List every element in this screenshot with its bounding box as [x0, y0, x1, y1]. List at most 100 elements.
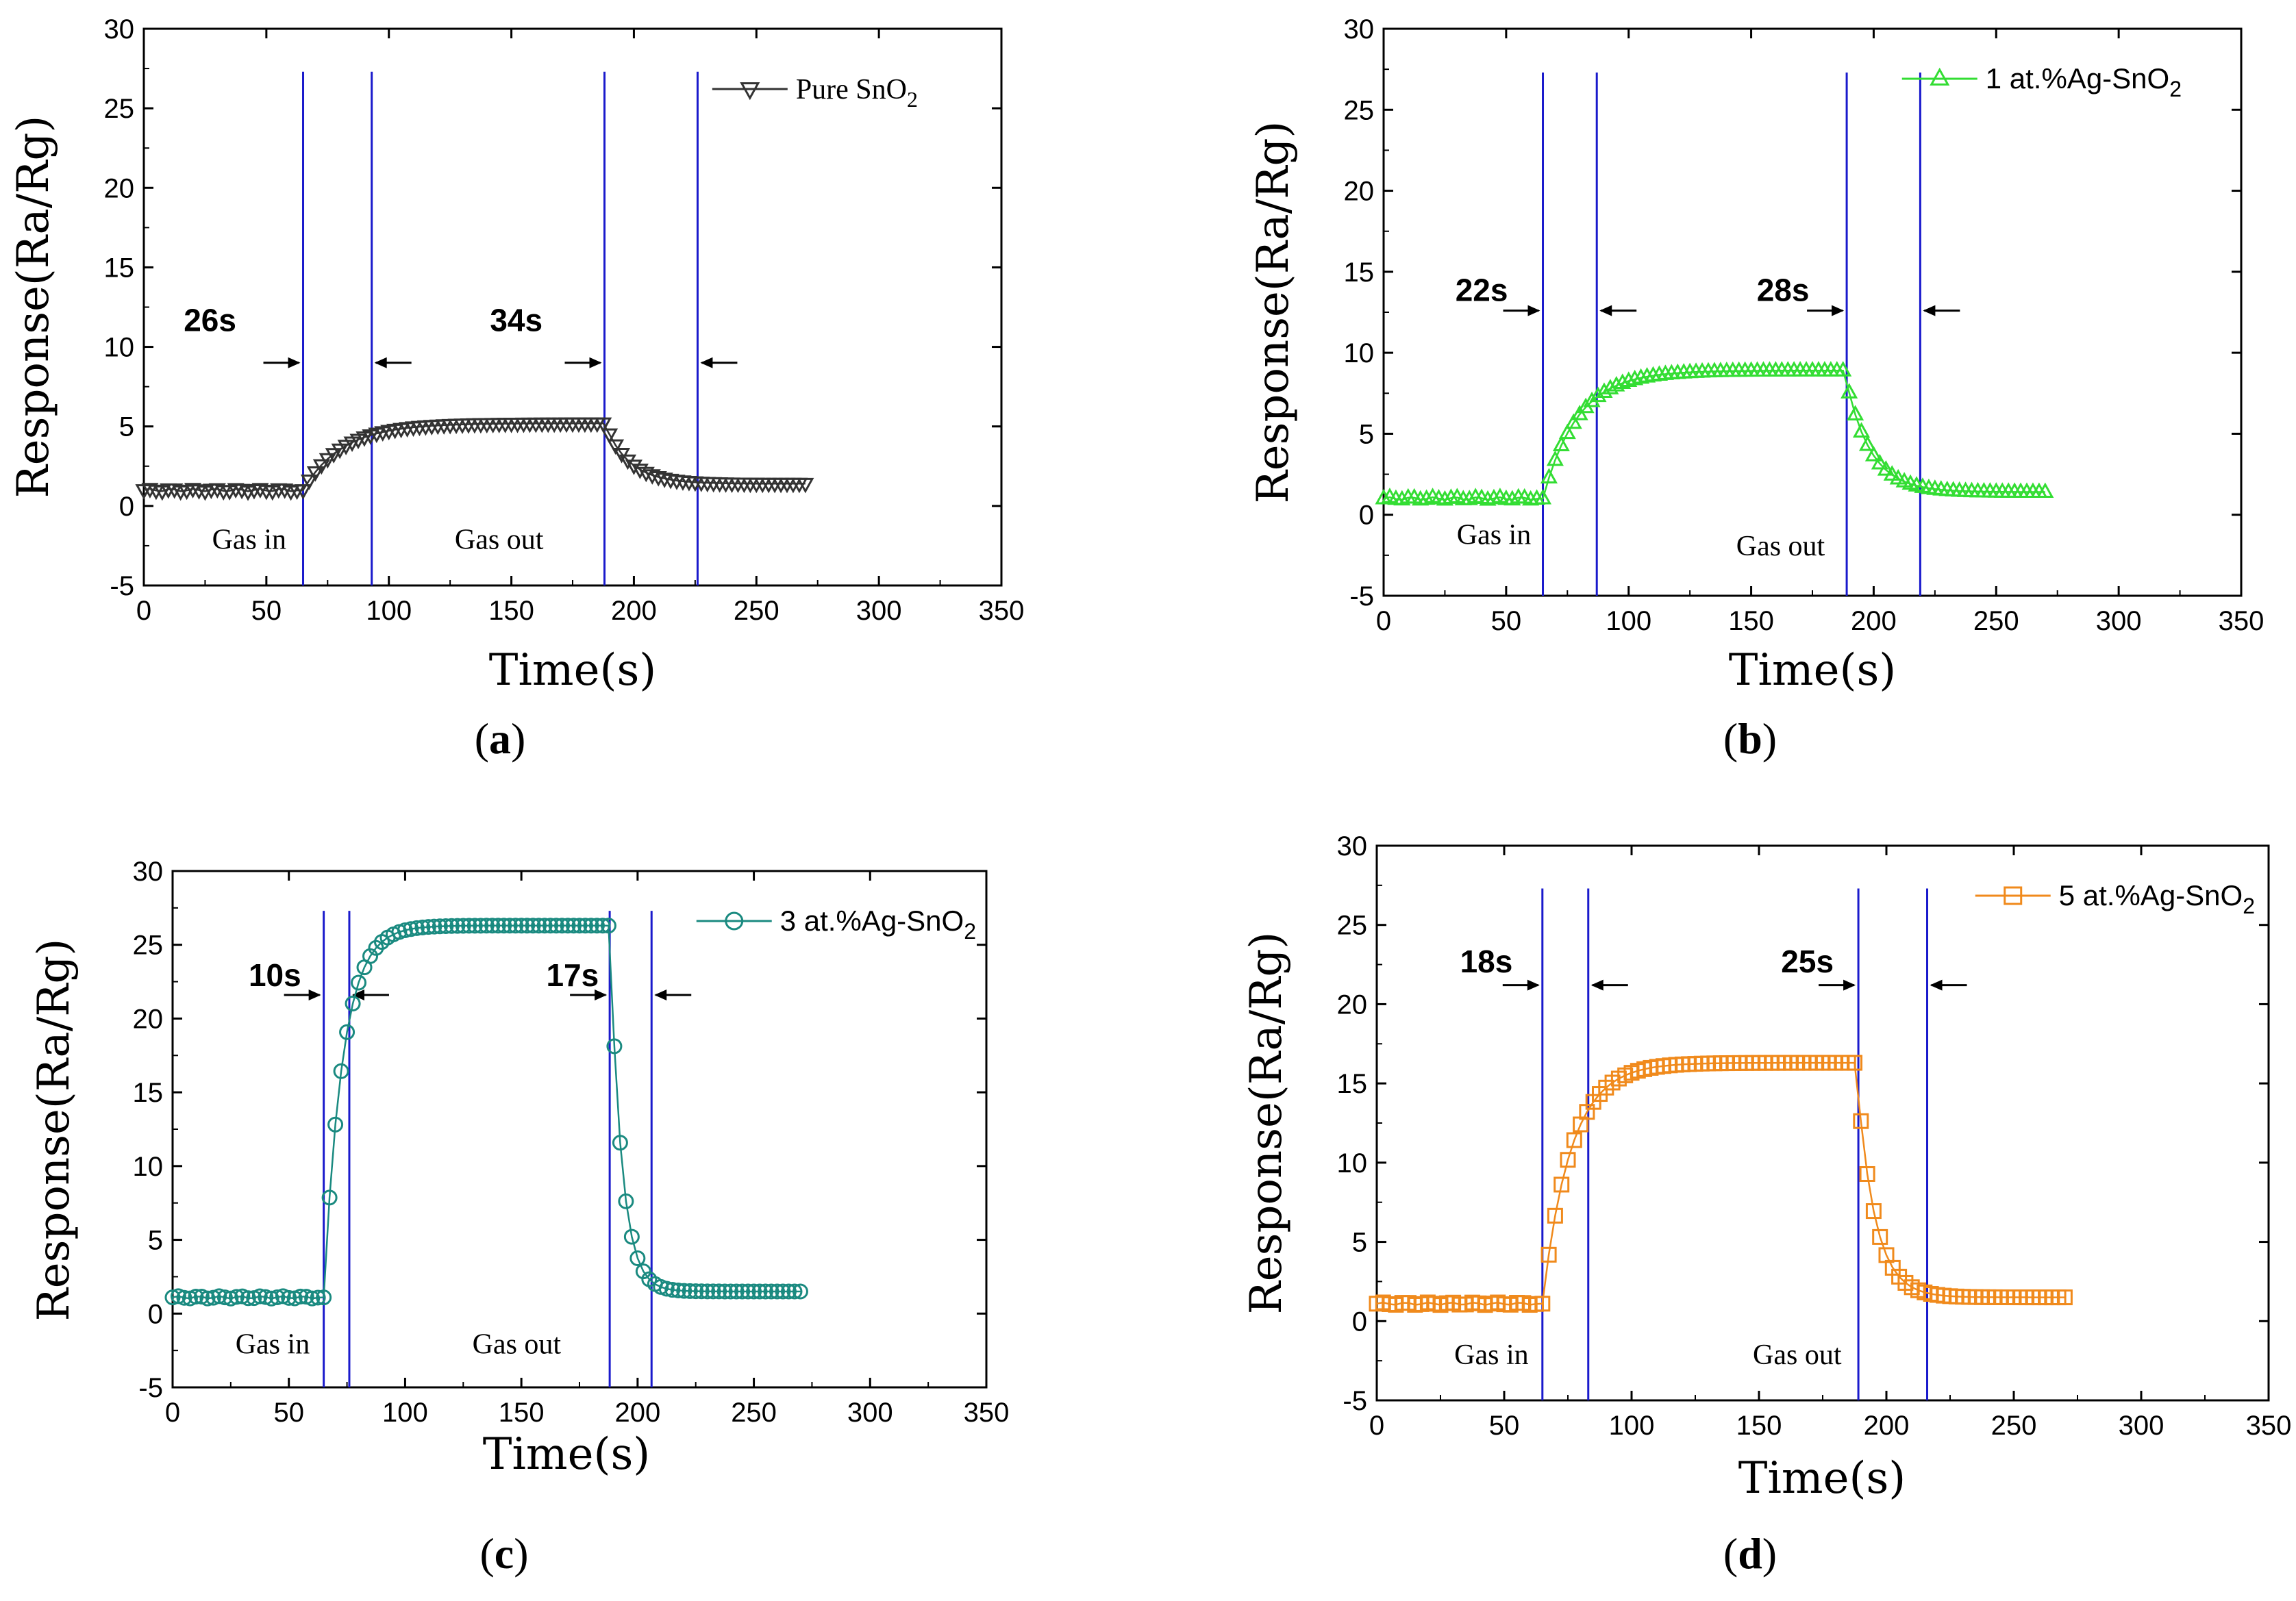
panel-a: 0 50 100 150 200 250 300 350-5051015202530Time(… — [8, 14, 1024, 763]
data-point — [728, 1283, 745, 1300]
data-point — [792, 1283, 808, 1300]
data-point — [734, 1283, 751, 1300]
plot-frame — [1382, 27, 2243, 597]
data-point — [1485, 488, 1503, 505]
data-point — [658, 1281, 675, 1297]
data-point — [2036, 482, 2054, 499]
data-point — [1546, 450, 1564, 466]
data-point — [1852, 422, 1871, 438]
data-point — [490, 918, 506, 934]
legend: 3 at.%Ag-SnO2 — [696, 905, 976, 944]
panel-label: (b) — [1723, 714, 1777, 763]
data-point — [292, 1288, 309, 1304]
y-tick-label: 5 — [119, 412, 134, 442]
data-point — [1595, 382, 1613, 399]
data-point — [623, 1228, 640, 1245]
data-point — [664, 1282, 681, 1298]
data-point — [1864, 446, 1882, 462]
y-tick-label: 20 — [133, 1004, 164, 1034]
data-point — [560, 918, 576, 934]
x-tick-label: 100 — [382, 1398, 428, 1428]
data-point — [1847, 405, 1864, 420]
data-point — [769, 1283, 786, 1300]
time-arrow — [1503, 305, 1540, 316]
data-point — [331, 443, 349, 459]
data-point — [723, 1283, 739, 1300]
time-arrow — [1930, 979, 1967, 991]
data-point — [625, 459, 642, 475]
data-point — [325, 448, 342, 464]
response-time-label: 10s — [249, 957, 301, 993]
legend-label: 5 at.%Ag-SnO2 — [2059, 879, 2255, 918]
data-point — [688, 1283, 704, 1300]
response-time-label: 26s — [184, 302, 236, 338]
data-point — [426, 918, 442, 935]
data-point — [443, 918, 460, 934]
series-markers — [135, 417, 814, 501]
x-tick-label: 50 — [1489, 1411, 1520, 1441]
data-point — [496, 918, 512, 934]
data-point — [473, 918, 489, 934]
response-time-label: 18s — [1460, 944, 1513, 979]
data-point — [304, 1290, 321, 1307]
time-arrow — [284, 989, 321, 1000]
data-point — [228, 1289, 245, 1305]
response-time-label: 17s — [546, 957, 599, 993]
data-point — [316, 1289, 332, 1306]
series-markers — [1375, 361, 2054, 506]
data-point — [208, 483, 226, 499]
data-point — [1560, 1152, 1576, 1168]
legend-label: 1 at.%Ag-SnO2 — [1986, 62, 2182, 101]
data-point — [618, 1193, 634, 1209]
x-tick-label: 200 — [1851, 606, 1897, 636]
data-point — [629, 1250, 646, 1267]
y-tick-label: 0 — [148, 1299, 163, 1329]
data-point — [1540, 1246, 1557, 1263]
y-axis-title: Response(Ra/Rg) — [29, 939, 79, 1322]
data-point — [786, 1283, 803, 1300]
data-point — [607, 439, 625, 455]
x-tick-label: 0 — [1369, 1411, 1384, 1441]
data-point — [306, 466, 324, 482]
data-point — [676, 1283, 692, 1299]
data-point — [466, 918, 483, 934]
time-arrow — [1590, 979, 1628, 991]
y-tick-label: 15 — [133, 1078, 164, 1108]
plot-frame — [142, 27, 1003, 587]
x-tick-label: 50 — [1491, 606, 1522, 636]
data-point — [345, 996, 361, 1012]
data-point — [542, 918, 559, 934]
data-point — [1540, 468, 1558, 483]
data-point — [1547, 1207, 1563, 1224]
data-point — [449, 918, 466, 934]
data-point — [758, 1283, 774, 1300]
data-point — [1583, 391, 1601, 407]
plot-frame — [171, 870, 988, 1389]
x-tick-label: 100 — [366, 596, 412, 626]
data-point — [176, 1289, 192, 1306]
data-point — [263, 1290, 279, 1307]
data-point — [281, 1289, 297, 1306]
data-point — [321, 1189, 338, 1206]
data-point — [1872, 1228, 1888, 1245]
data-point — [1552, 436, 1570, 452]
data-point — [300, 475, 319, 490]
data-point — [484, 918, 501, 934]
data-point — [548, 918, 564, 934]
time-arrow — [374, 357, 412, 368]
data-point — [1840, 383, 1858, 399]
gas-event-label: Gas out — [1736, 531, 1825, 562]
panel-label: (a) — [475, 714, 526, 763]
data-point — [312, 459, 330, 475]
data-point — [141, 483, 159, 499]
x-tick-label: 0 — [165, 1398, 180, 1428]
data-point — [705, 1283, 721, 1300]
data-point — [566, 918, 582, 934]
x-tick-label: 250 — [731, 1398, 777, 1428]
x-tick-label: 250 — [734, 596, 779, 626]
data-point — [269, 1289, 286, 1305]
legend: 5 at.%Ag-SnO2 — [1975, 879, 2255, 918]
gas-event-label: Gas in — [236, 1328, 310, 1360]
data-point — [1558, 423, 1576, 440]
x-tick-label: 100 — [1609, 1411, 1655, 1441]
